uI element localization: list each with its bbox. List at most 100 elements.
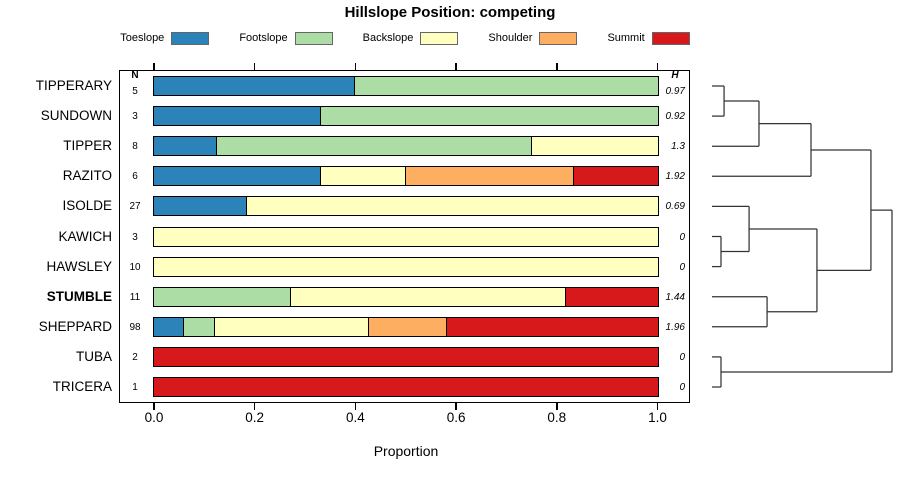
legend-item-summit: Summit (607, 31, 690, 45)
h-value: 0 (679, 261, 685, 273)
chart-title: Hillslope Position: competing (344, 4, 556, 21)
n-value: 3 (132, 231, 138, 243)
row-label-sundown: SUNDOWN (40, 108, 112, 124)
bar-segment-summit (446, 317, 658, 336)
h-value: 0 (679, 351, 685, 363)
x-tick-bottom (153, 403, 155, 410)
bar-segment-footslope (153, 287, 292, 306)
n-value: 6 (132, 171, 138, 183)
bar-segment-summit (573, 167, 658, 186)
x-tick-label: 1.0 (648, 410, 667, 425)
legend-label: Backslope (362, 32, 414, 44)
x-tick-bottom (656, 403, 659, 410)
stacked-bar-sheppard (152, 316, 659, 337)
x-tick-bottom (253, 403, 256, 410)
legend: Toeslope Footslope Backslope Shoulder Summit (5, 30, 805, 46)
bar-segment-toeslope (153, 167, 322, 186)
bar-segment-toeslope (153, 137, 217, 156)
bar-segment-footslope (355, 77, 658, 95)
h-value: 0.92 (665, 111, 685, 123)
stacked-bar-tipperary (152, 76, 659, 96)
bar-segment-footslope (216, 137, 532, 156)
n-value: 1 (132, 382, 138, 393)
x-tick-label: 0.2 (245, 410, 265, 425)
h-value: 0.69 (665, 201, 685, 213)
stacked-bar-hawsley (152, 256, 659, 277)
x-tick-top (354, 63, 357, 70)
stacked-bar-tuba (152, 346, 659, 367)
x-tick-label: 0.6 (446, 410, 466, 425)
stacked-bar-razito (152, 166, 659, 187)
row-label-tuba: TUBA (75, 348, 112, 364)
stacked-bar-sundown (152, 106, 659, 127)
legend-item-shoulder: Shoulder (488, 31, 578, 45)
legend-label: Summit (607, 32, 645, 44)
x-tick-bottom (455, 403, 457, 410)
h-value: 1.92 (665, 171, 685, 183)
n-value: 5 (132, 86, 138, 97)
row-label-sheppard: SHEPPARD (38, 318, 112, 334)
x-tick-bottom (354, 403, 357, 410)
x-tick-top (253, 63, 256, 70)
bar-segment-backslope (321, 167, 406, 186)
row-label-tipperary: TIPPERARY (35, 78, 112, 93)
h-value: 0 (679, 382, 685, 393)
legend-label: Footslope (239, 32, 288, 44)
x-tick-bottom (556, 403, 558, 410)
row-label-stumble: STUMBLE (46, 288, 112, 304)
n-value: 2 (132, 351, 138, 363)
row-label-hawsley: HAWSLEY (46, 258, 112, 274)
row-label-kawich: KAWICH (58, 228, 113, 244)
stacked-bar-tipper (152, 136, 659, 157)
h-value: 0.97 (665, 86, 685, 97)
bar-segment-footslope (184, 317, 216, 336)
row-label-tipper: TIPPER (63, 138, 112, 154)
bar-segment-backslope (215, 317, 370, 336)
h-value: 1.3 (671, 141, 685, 153)
row-label-razito: RAZITO (62, 168, 112, 184)
bar-segment-summit (153, 347, 658, 366)
bar-segment-backslope (153, 257, 658, 276)
n-column-header: N (131, 70, 139, 81)
bar-segment-toeslope (153, 77, 356, 95)
x-tick-label: 0.4 (346, 410, 365, 425)
x-tick-top (656, 63, 659, 70)
row-label-isolde: ISOLDE (62, 198, 112, 214)
legend-swatch-summit (651, 31, 690, 45)
stacked-bar-isolde (152, 196, 659, 217)
x-tick-top (556, 63, 558, 70)
x-tick-top (455, 63, 457, 70)
bar-segment-backslope (246, 197, 658, 216)
legend-label: Toeslope (120, 32, 165, 44)
n-value: 10 (129, 261, 141, 273)
bar-segment-backslope (291, 287, 567, 306)
bar-segment-summit (566, 287, 658, 306)
n-value: 98 (129, 321, 141, 333)
legend-swatch-footslope (294, 31, 333, 45)
h-value: 1.96 (665, 321, 685, 333)
legend-item-footslope: Footslope (239, 31, 333, 45)
bar-segment-backslope (153, 227, 658, 246)
stacked-bar-tricera (152, 377, 659, 397)
h-value: 1.44 (665, 291, 685, 303)
legend-label: Shoulder (488, 32, 533, 44)
bar-segment-shoulder (405, 167, 574, 186)
legend-item-toeslope: Toeslope (120, 31, 210, 45)
x-tick-top (153, 63, 155, 70)
legend-swatch-shoulder (539, 31, 578, 45)
legend-swatch-backslope (420, 31, 459, 45)
bar-segment-footslope (321, 107, 658, 126)
h-column-header: H (671, 70, 679, 81)
n-value: 8 (132, 141, 138, 153)
n-value: 27 (129, 201, 141, 213)
bar-segment-summit (153, 378, 658, 396)
h-value: 0 (679, 231, 685, 243)
legend-swatch-toeslope (171, 31, 210, 45)
legend-item-backslope: Backslope (362, 31, 459, 45)
stacked-bar-kawich (152, 226, 659, 247)
stacked-bar-stumble (152, 286, 659, 307)
n-value: 11 (129, 291, 141, 303)
bar-segment-backslope (531, 137, 658, 156)
bar-segment-shoulder (369, 317, 447, 336)
